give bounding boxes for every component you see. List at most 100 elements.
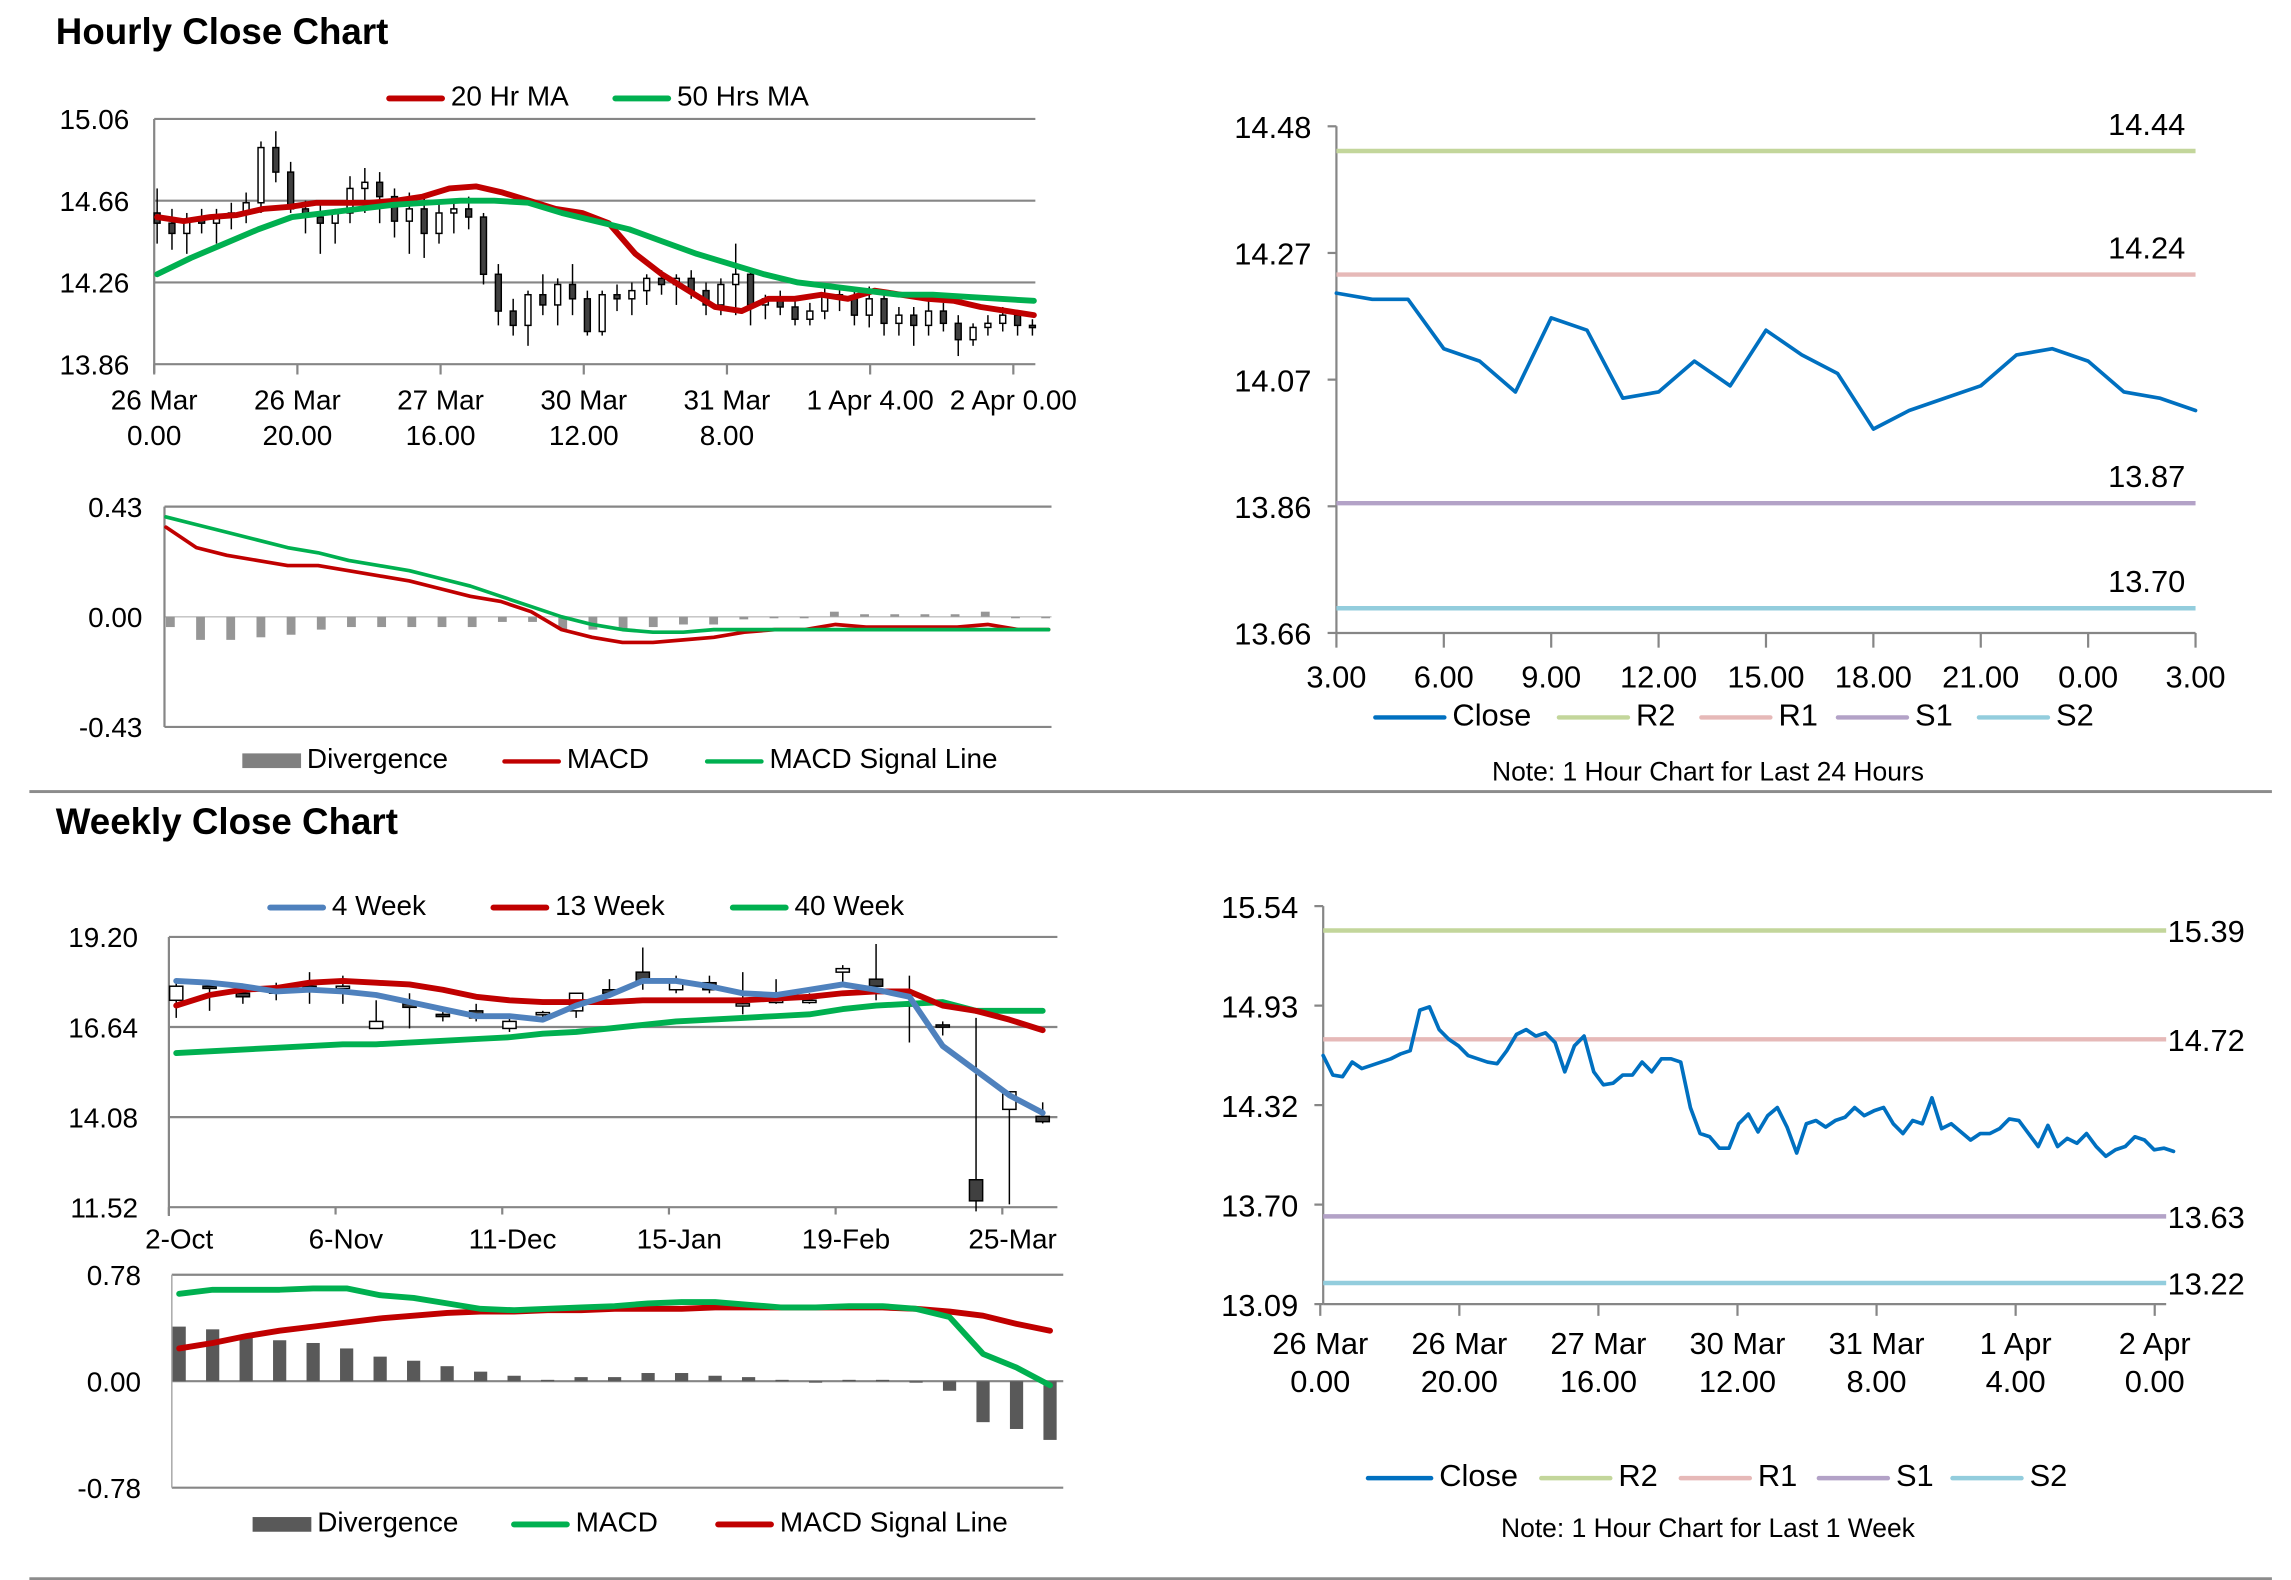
x-tick-label: 12.00	[1699, 1364, 1776, 1399]
divergence-bar	[497, 616, 507, 622]
hourly-candle	[598, 293, 606, 333]
level-label-s1: 13.63	[2168, 1200, 2245, 1235]
divergence-bar	[273, 1340, 287, 1382]
divergence-bar	[769, 616, 779, 619]
weekly-chart-title: Weekly Close Chart	[55, 801, 398, 843]
hourly-candle	[361, 181, 369, 190]
divergence-bar	[920, 614, 930, 617]
x-tick-label: 2-Oct	[145, 1223, 213, 1254]
legend-label: Divergence	[317, 1508, 459, 1540]
x-tick-label: 2 Apr	[2119, 1326, 2191, 1361]
divergence-bar	[808, 1381, 823, 1383]
legend-label: 4 Week	[331, 891, 427, 923]
divergence-bar	[708, 1375, 722, 1382]
y-tick-label: 14.07	[1234, 363, 1311, 398]
legend-50hrs-ma: 50 Hrs MA	[612, 82, 809, 114]
legend-label: 50 Hrs MA	[677, 82, 809, 114]
x-tick-label: 2 Apr 0.00	[950, 385, 1077, 416]
hourly-candle	[850, 298, 859, 316]
divergence-bar	[467, 616, 477, 628]
divergence-bar	[741, 1377, 756, 1382]
divergence-bar	[256, 616, 266, 638]
legend-swatch	[612, 95, 672, 102]
weekly-candle	[202, 985, 217, 990]
y-tick-label: 13.86	[59, 349, 129, 380]
y-tick-label: 15.54	[1221, 890, 1298, 925]
hourly-candle	[924, 310, 933, 327]
legend-day-r1: R1	[1699, 699, 1818, 734]
legend-hourly-signal: MACD Signal Line	[704, 745, 998, 777]
ma-4-week-line	[173, 978, 1046, 1116]
legend-weekly-signal: MACD Signal Line	[715, 1508, 1008, 1540]
divergence-bar	[679, 616, 688, 625]
x-tick-label: 30 Mar	[540, 385, 627, 416]
x-tick-label: 30 Mar	[1690, 1326, 1786, 1361]
hourly-candle	[272, 146, 280, 173]
y-tick-label: 14.66	[59, 186, 129, 217]
hourly-candle	[524, 293, 532, 327]
legend-hourly-macd: MACD	[502, 745, 649, 777]
macd-line	[164, 525, 1051, 645]
divergence-bar	[437, 616, 447, 628]
legend-label: S1	[1915, 699, 1953, 733]
legend-week-r2: R2	[1539, 1460, 1658, 1495]
hourly-candle	[390, 195, 399, 222]
legend-week-r1: R1	[1678, 1459, 1798, 1495]
weekly-candle	[968, 1179, 984, 1202]
divergence-bar	[306, 1342, 320, 1382]
hourly-candle	[1013, 314, 1022, 327]
x-tick-label: 15.00	[1727, 659, 1804, 694]
divergence-bar	[574, 1377, 588, 1382]
hourly-candle	[791, 306, 799, 320]
legend-weekly-divergence: Divergence	[252, 1508, 459, 1540]
hourly-candle	[613, 293, 621, 300]
x-tick-label: 0.00	[2058, 659, 2118, 694]
x-tick-label: 26 Mar	[1272, 1326, 1368, 1361]
y-tick-label: 13.09	[1221, 1288, 1298, 1323]
legend-label: R1	[1757, 1459, 1798, 1494]
divergence-bar	[1043, 1381, 1057, 1440]
divergence-bar	[172, 1326, 186, 1382]
level-label-s2: 13.70	[2108, 564, 2185, 599]
divergence-bar	[226, 616, 236, 640]
divergence-bar	[373, 1356, 387, 1382]
legend-label: 40 Week	[794, 891, 905, 923]
divergence-bar	[980, 611, 990, 617]
hourly-candle	[939, 310, 948, 325]
macd-signal-line	[164, 515, 1051, 635]
legend-label: S1	[1895, 1459, 1934, 1494]
divergence-bar	[775, 1379, 789, 1382]
legend-label: S2	[2056, 699, 2094, 733]
legend-swatch	[1835, 714, 1910, 719]
close-line	[1334, 291, 2198, 431]
hourly-chart-title: Hourly Close Chart	[55, 11, 389, 53]
legend-swatch	[502, 758, 562, 763]
x-tick-label: 16.00	[406, 420, 476, 451]
hourly-candle	[420, 208, 428, 235]
weekly-candle	[335, 985, 351, 990]
hourly-candle	[999, 314, 1007, 325]
weekly-candle	[1035, 1115, 1051, 1123]
weekly-candle	[735, 1003, 751, 1007]
hourly-candle	[375, 181, 384, 198]
divergence-bar	[440, 1366, 454, 1382]
macd-signal-line	[176, 1304, 1053, 1352]
legend-swatch	[1816, 1475, 1891, 1480]
hourly-candle	[286, 171, 295, 210]
hourly-candle	[494, 273, 503, 312]
x-tick-label: 1 Apr 4.00	[807, 385, 934, 416]
x-tick-label: 0.00	[1290, 1364, 1350, 1399]
level-label-r2: 14.44	[2108, 107, 2185, 142]
section-divider	[29, 790, 2272, 794]
hourly-candle	[732, 273, 740, 286]
legend-label: R2	[1636, 699, 1676, 733]
legend-swatch	[511, 1521, 570, 1528]
x-tick-label: 31 Mar	[1829, 1326, 1925, 1361]
legend-hourly-divergence: Divergence	[242, 745, 448, 777]
divergence-bar	[286, 616, 296, 635]
x-tick-label: 3.00	[2166, 659, 2226, 694]
divergence-bar	[347, 616, 356, 628]
legend-label: MACD	[575, 1508, 658, 1540]
x-tick-label: 20.00	[1421, 1364, 1498, 1399]
hourly-candle	[405, 208, 414, 222]
